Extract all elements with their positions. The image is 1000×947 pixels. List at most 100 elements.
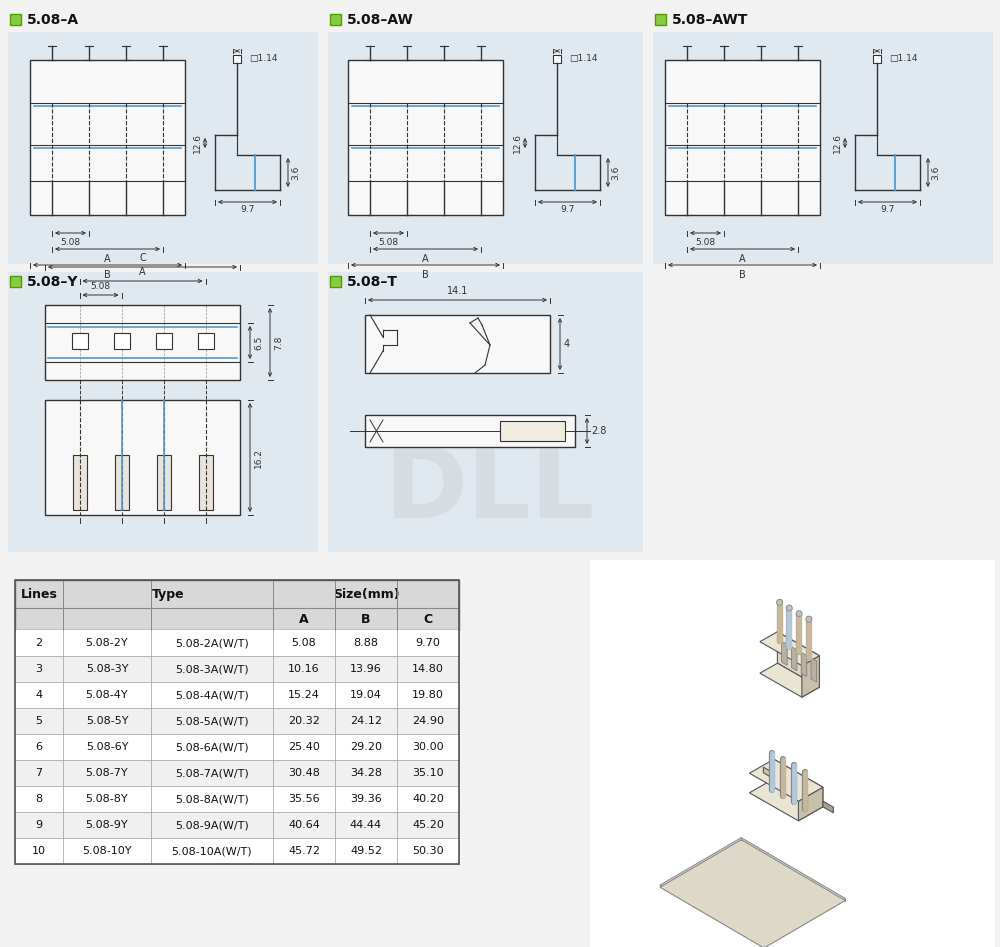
Bar bbox=[15, 580, 459, 630]
Text: 5.08-3A(W/T): 5.08-3A(W/T) bbox=[175, 664, 249, 674]
Text: C: C bbox=[139, 253, 146, 263]
Polygon shape bbox=[760, 663, 819, 697]
Bar bbox=[45, 305, 240, 380]
Text: C: C bbox=[423, 613, 433, 626]
Text: 9: 9 bbox=[35, 820, 43, 830]
Text: 7.8: 7.8 bbox=[274, 335, 283, 349]
Text: 5.08–AWT: 5.08–AWT bbox=[672, 13, 748, 27]
Text: 5.08-3Y: 5.08-3Y bbox=[86, 664, 128, 674]
Text: □1.14: □1.14 bbox=[569, 53, 597, 63]
Bar bbox=[156, 455, 170, 510]
Text: 15.24: 15.24 bbox=[288, 690, 320, 700]
Text: 4: 4 bbox=[35, 690, 43, 700]
Bar bbox=[114, 455, 128, 510]
Text: 6.5: 6.5 bbox=[254, 335, 263, 349]
Text: 8.88: 8.88 bbox=[354, 638, 378, 648]
Polygon shape bbox=[791, 647, 797, 670]
Bar bbox=[45, 400, 240, 515]
Bar bbox=[114, 333, 130, 349]
Bar bbox=[8, 272, 318, 552]
Bar bbox=[72, 333, 88, 349]
Text: B: B bbox=[422, 270, 429, 280]
Text: 5.08: 5.08 bbox=[695, 238, 715, 247]
Text: 35.56: 35.56 bbox=[288, 794, 320, 804]
Text: 5.08-10A(W/T): 5.08-10A(W/T) bbox=[172, 846, 252, 856]
Text: 45.72: 45.72 bbox=[288, 846, 320, 856]
Bar bbox=[15, 786, 459, 812]
Text: 5.08: 5.08 bbox=[90, 282, 111, 291]
Bar bbox=[655, 14, 666, 25]
Bar bbox=[328, 272, 643, 552]
Polygon shape bbox=[774, 759, 823, 807]
Bar bbox=[15, 630, 459, 656]
Circle shape bbox=[796, 611, 802, 616]
Text: Type: Type bbox=[152, 587, 184, 600]
Text: B: B bbox=[739, 270, 746, 280]
Text: A: A bbox=[422, 254, 429, 264]
Text: 5.08-9A(W/T): 5.08-9A(W/T) bbox=[175, 820, 249, 830]
Polygon shape bbox=[749, 759, 823, 801]
Circle shape bbox=[786, 605, 792, 611]
Text: 24.90: 24.90 bbox=[412, 716, 444, 726]
Bar bbox=[500, 421, 565, 441]
Bar bbox=[590, 560, 995, 947]
Text: 5.08-4Y: 5.08-4Y bbox=[86, 690, 128, 700]
Polygon shape bbox=[782, 641, 787, 666]
Text: 12.6: 12.6 bbox=[193, 133, 202, 153]
Text: 9.7: 9.7 bbox=[880, 205, 895, 214]
Text: 5.08-2Y: 5.08-2Y bbox=[86, 638, 128, 648]
Text: 40.64: 40.64 bbox=[288, 820, 320, 830]
Bar bbox=[348, 60, 503, 215]
Text: 39.36: 39.36 bbox=[350, 794, 382, 804]
Text: 3.6: 3.6 bbox=[291, 166, 300, 180]
Text: 40.20: 40.20 bbox=[412, 794, 444, 804]
Text: 6: 6 bbox=[36, 742, 42, 752]
Text: 7: 7 bbox=[35, 768, 43, 778]
Text: B: B bbox=[104, 270, 111, 280]
Text: 25.40: 25.40 bbox=[288, 742, 320, 752]
Text: 5.08–T: 5.08–T bbox=[347, 275, 398, 289]
Text: A: A bbox=[299, 613, 309, 626]
Text: 44.44: 44.44 bbox=[350, 820, 382, 830]
Text: 5.08: 5.08 bbox=[60, 238, 80, 247]
Bar bbox=[15, 838, 459, 864]
Polygon shape bbox=[763, 767, 774, 778]
Text: 19.04: 19.04 bbox=[350, 690, 382, 700]
Bar bbox=[233, 55, 241, 63]
Text: 24.12: 24.12 bbox=[350, 716, 382, 726]
Bar bbox=[15, 580, 459, 864]
Text: 5.08-8A(W/T): 5.08-8A(W/T) bbox=[175, 794, 249, 804]
Text: 50.30: 50.30 bbox=[412, 846, 444, 856]
Polygon shape bbox=[660, 838, 845, 946]
Bar bbox=[873, 55, 881, 63]
Text: 9.7: 9.7 bbox=[240, 205, 255, 214]
Circle shape bbox=[776, 599, 782, 605]
Bar bbox=[10, 14, 21, 25]
Polygon shape bbox=[749, 778, 823, 821]
Polygon shape bbox=[811, 658, 817, 682]
Text: 3.6: 3.6 bbox=[611, 166, 620, 180]
Bar bbox=[653, 32, 993, 264]
Text: 2: 2 bbox=[35, 638, 43, 648]
Text: 5.08-5A(W/T): 5.08-5A(W/T) bbox=[175, 716, 249, 726]
Text: 20.32: 20.32 bbox=[288, 716, 320, 726]
Bar bbox=[198, 333, 214, 349]
Text: B: B bbox=[361, 613, 371, 626]
Polygon shape bbox=[801, 652, 807, 676]
Text: 8: 8 bbox=[35, 794, 43, 804]
Text: 5.08–A: 5.08–A bbox=[27, 13, 79, 27]
Text: 12.6: 12.6 bbox=[513, 133, 522, 153]
Text: 5.08–Y: 5.08–Y bbox=[27, 275, 78, 289]
Bar bbox=[665, 60, 820, 215]
Text: A: A bbox=[739, 254, 746, 264]
Text: 3: 3 bbox=[36, 664, 42, 674]
Bar bbox=[198, 455, 212, 510]
Text: 5.08-5Y: 5.08-5Y bbox=[86, 716, 128, 726]
Polygon shape bbox=[660, 840, 845, 947]
Text: A: A bbox=[139, 267, 146, 277]
Text: 5.08-7A(W/T): 5.08-7A(W/T) bbox=[175, 768, 249, 778]
Bar bbox=[553, 55, 561, 63]
Text: A: A bbox=[104, 254, 111, 264]
Text: 5.08: 5.08 bbox=[292, 638, 316, 648]
Bar bbox=[365, 415, 575, 447]
